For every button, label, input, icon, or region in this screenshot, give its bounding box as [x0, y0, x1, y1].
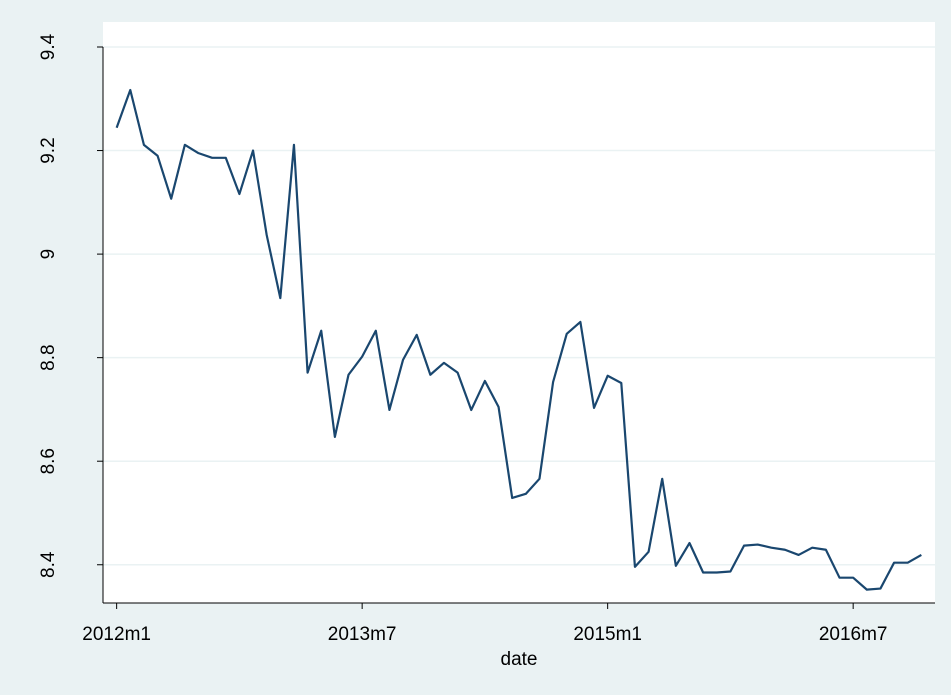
x-tick-label: 2012m1 — [82, 624, 151, 645]
x-tick-label: 2013m7 — [328, 624, 397, 645]
plot-region — [103, 22, 935, 603]
x-axis-title: date — [501, 649, 538, 670]
x-tick-label: 2015m1 — [573, 624, 642, 645]
y-tick-label: 8.8 — [38, 344, 59, 370]
y-tick-label: 8.6 — [38, 448, 59, 474]
y-tick-label: 9.4 — [38, 33, 59, 60]
y-tick-label: 9 — [38, 249, 59, 260]
y-tick-label: 8.4 — [38, 551, 59, 578]
x-tick-label: 2016m7 — [819, 624, 888, 645]
y-tick-label: 9.2 — [38, 137, 59, 163]
line-series — [115, 88, 922, 591]
